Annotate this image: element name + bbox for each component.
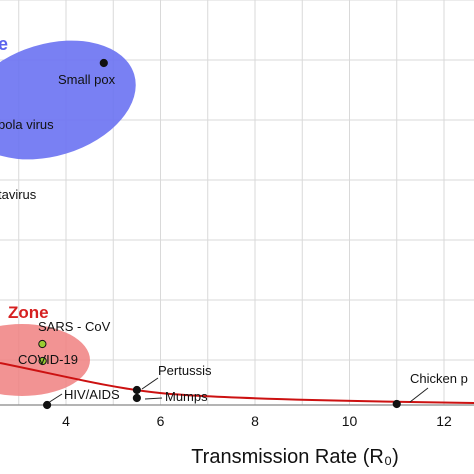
leader-line <box>141 377 159 390</box>
leader-lines <box>47 377 429 404</box>
point-label: COVID-19 <box>18 352 78 367</box>
leader-line <box>144 397 163 400</box>
data-point <box>38 339 47 349</box>
data-point <box>38 356 47 366</box>
x-tick-label: 12 <box>436 413 452 429</box>
point-label: Pertussis <box>158 363 212 378</box>
data-point <box>392 399 401 409</box>
x-tick-label: 6 <box>157 413 165 429</box>
point-label: Mumps <box>165 389 208 404</box>
data-points <box>38 58 401 410</box>
x-tick-label: 8 <box>251 413 259 429</box>
data-point <box>99 58 108 68</box>
trend-line <box>0 362 474 404</box>
x-tick-label: 10 <box>342 413 358 429</box>
point-label: HIV/AIDS <box>64 387 120 402</box>
point-label: SARS - CoV <box>38 319 111 334</box>
zone-blue-label: e <box>0 34 8 54</box>
x-tick-label: 4 <box>62 413 70 429</box>
point-label: Small pox <box>58 72 116 87</box>
point-label: bola virus <box>0 117 54 132</box>
point-label: tavirus <box>0 187 37 202</box>
point-label: Chicken p <box>410 371 468 386</box>
data-point <box>132 385 141 395</box>
x-axis-title: Transmission Rate (R₀) <box>191 446 399 468</box>
x-axis: 4 6 8 10 12 <box>0 404 474 429</box>
data-point <box>43 400 52 410</box>
leader-line <box>47 393 63 404</box>
zone-red-label: Zone <box>8 303 49 322</box>
data-point <box>132 393 141 403</box>
leader-line <box>409 387 429 403</box>
zone-blue-ellipse <box>0 40 136 160</box>
point-labels: Small pox bola virus tavirus SARS - CoV COVI… <box>0 72 468 404</box>
